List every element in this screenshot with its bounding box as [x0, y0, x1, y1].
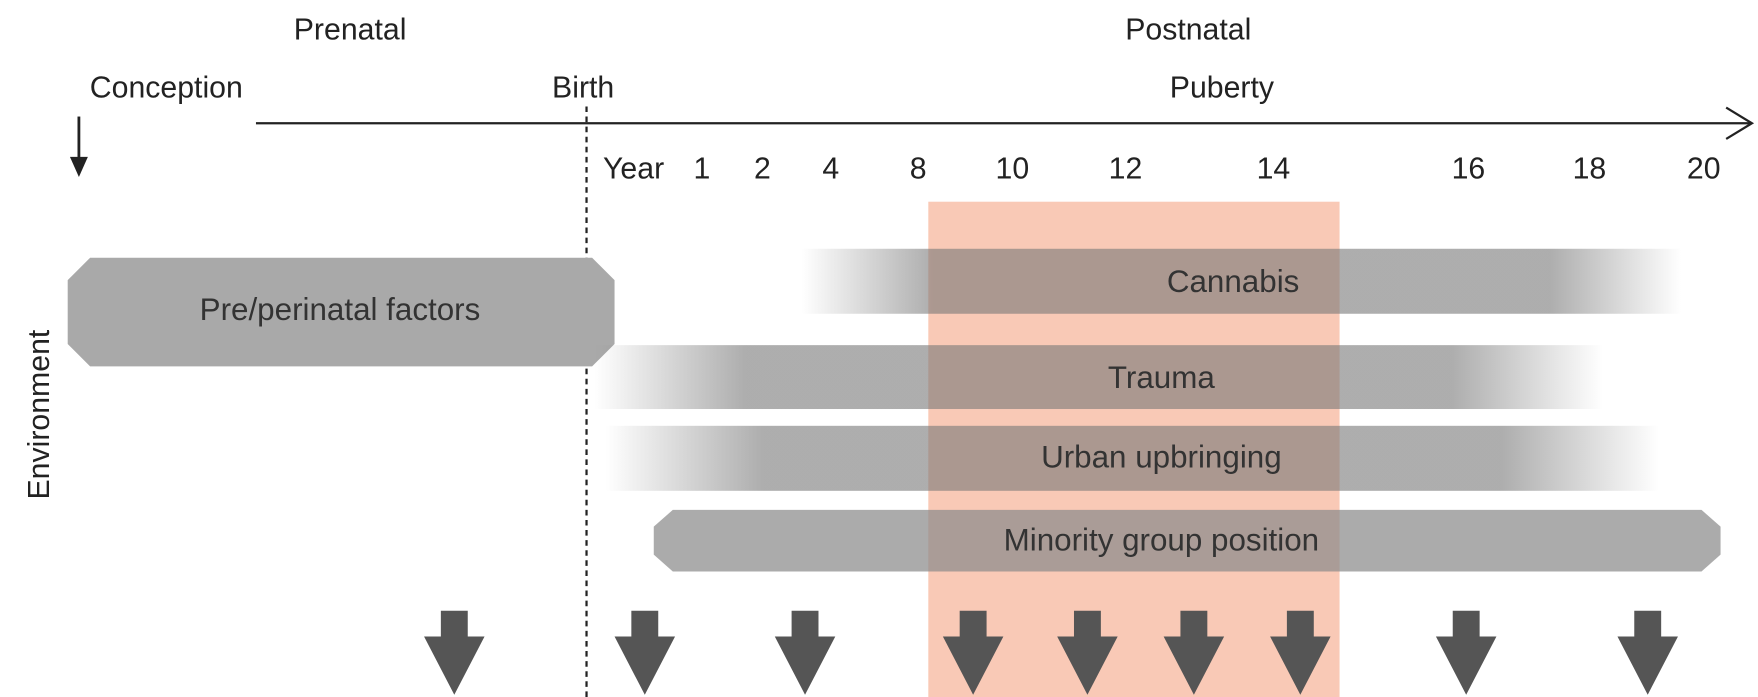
environment-label: Environment	[23, 329, 56, 499]
birth-label: Birth	[552, 72, 614, 105]
cannabis-bar	[801, 248, 1682, 314]
prenatal-bar	[67, 257, 615, 367]
factor-label: Trauma	[1108, 360, 1215, 395]
age-label: 10	[996, 152, 1030, 185]
down-arrows	[424, 610, 1678, 695]
age-label: 2	[754, 152, 771, 185]
down-arrow	[1435, 610, 1497, 695]
conception-label: Conception	[90, 72, 243, 105]
minority-bar	[653, 509, 1721, 572]
down-arrow	[1163, 610, 1225, 695]
factor-label: Minority group position	[1004, 523, 1319, 558]
urban-bar	[605, 425, 1659, 491]
down-arrow	[1057, 610, 1118, 695]
down-arrow	[1270, 610, 1331, 695]
age-label: 1	[694, 152, 711, 185]
down-arrow	[614, 610, 676, 695]
age-label: 14	[1257, 152, 1291, 185]
conception-arrowhead	[69, 156, 88, 178]
prenatal-label: Prenatal	[294, 13, 407, 46]
age-ticks: Year 1 2 4 8 10 12 14 16 18 20	[603, 152, 1721, 185]
age-label: 4	[822, 152, 839, 185]
age-label: 8	[910, 152, 927, 185]
trauma-bar	[594, 345, 1603, 410]
puberty-label: Puberty	[1170, 72, 1275, 105]
down-arrow	[424, 610, 485, 695]
factor-label: Pre/perinatal factors	[200, 292, 481, 327]
factor-label: Urban upbringing	[1041, 440, 1282, 475]
age-label: 12	[1109, 152, 1143, 185]
age-label: Year	[603, 152, 664, 185]
age-label: 20	[1687, 152, 1721, 185]
down-arrow	[1617, 610, 1678, 695]
axis-arrowhead	[1725, 106, 1755, 140]
factor-label: Cannabis	[1167, 264, 1300, 299]
age-label: 18	[1573, 152, 1607, 185]
down-arrow	[942, 610, 1004, 695]
down-arrow	[774, 610, 836, 695]
age-label: 16	[1452, 152, 1486, 185]
postnatal-label: Postnatal	[1125, 13, 1251, 46]
